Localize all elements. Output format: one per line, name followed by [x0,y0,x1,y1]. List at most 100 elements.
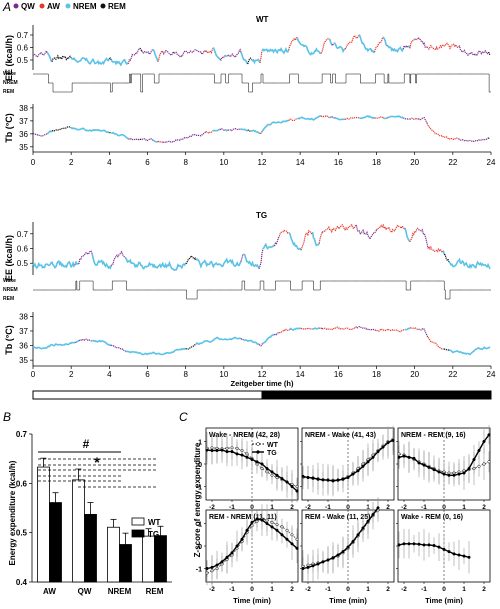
ee-trace-segment-nrem [404,227,411,243]
z-point-tg [210,565,214,569]
z-y-tick-label: 0 [198,462,202,469]
z-point-tg [432,468,436,472]
legend-marker-nrem [65,3,71,9]
z-point-tg [240,537,244,541]
z-point-tg [376,450,380,454]
tb-tick-label: 38 [19,312,28,321]
ee-trace-segment-nrem [333,42,346,54]
z-point-tg [361,526,365,530]
ee-trace-segment-qw [162,48,207,58]
tb-trace-segment-qw [32,132,48,137]
tb-trace-segment-aw [409,326,419,331]
z-point-tg [427,543,431,547]
z-point-tg [250,520,254,524]
z-x-tick-label: 0 [442,586,446,593]
z-x-tick-label: 2 [482,586,486,593]
tb-tick-label: 36 [19,342,28,351]
ee-trace-segment-aw [157,49,164,62]
zt-tick-label: 24 [487,370,496,379]
z-point-tg [442,547,446,551]
z-x-tick-label: 2 [290,504,294,511]
z-point-tg [311,564,315,568]
z-point-tg [472,457,476,462]
z-x-tick-label: 1 [270,504,274,511]
ee-trace-segment-rem [443,253,450,263]
ee-trace-segment-qw [258,248,264,269]
bar-y-tick-label: 0.6 [16,479,28,488]
z-point-tg [295,546,299,550]
group-label-tg: TG [256,211,267,220]
z-point-tg [270,470,274,474]
z-x-tick-label: 0 [442,504,446,511]
z-x-tick-label: -2 [401,586,407,593]
tb-trace-segment-aw [409,117,416,121]
bar-tg-nrem [119,544,132,583]
z-x-tick-label: -2 [305,504,311,511]
z-point-tg [230,551,234,555]
subplot-title: Wake - REM (0, 16) [401,514,463,521]
z-point-tg [275,473,279,477]
ee-tick-label: 0.7 [17,230,29,239]
zt-tick-label: 6 [145,370,150,379]
z-point-tg [356,469,360,473]
z-point-tg [391,438,395,442]
bar-legend-label-wt: WT [148,518,161,527]
ee-trace-segment-nrem [240,51,249,65]
z-point-tg [402,542,406,546]
hypnogram [33,280,491,300]
bar-category-label: QW [78,587,92,596]
tb-trace-segment-aw [205,130,214,134]
z-y-tick-label: -1 [196,567,202,574]
z-point-tg [462,471,466,475]
zt-tick-label: 0 [31,370,36,379]
z-point-tg [346,475,350,480]
ee-axis-label-wt: EE (kcal/h) [4,35,14,81]
ee-trace-segment-rem [109,57,112,60]
z-point-tg [346,545,350,549]
z-line-tg [302,507,379,570]
z-x-tick-label: -1 [421,586,427,593]
ee-tick-label: 0.7 [17,31,29,40]
hypno-label-rem-wt: REM [3,89,14,95]
zt-tick-label: 14 [296,370,305,379]
z-point-tg [250,457,254,462]
z-legend-marker-tg [256,450,260,454]
ee-trace-segment-aw [409,227,419,242]
tb-trace-segment-aw [345,116,360,120]
state-legend: QW AW NREM REM [13,2,126,11]
zscore-subplot: Wake - REM (0, 16) -2 -1 0 1 2 [396,509,491,593]
z-x-tick-label: 2 [386,586,390,593]
tb-trace-segment-aw [300,327,313,330]
ee-trace-segment-nrem [75,261,79,265]
tb-trace-segment-aw [426,123,459,141]
tb-trace-segment-nrem [382,117,388,120]
tb-axis-label-wt: Tb (°C) [4,113,14,143]
ee-trace-segment-nrem [195,257,242,269]
z-point-tg [487,433,491,437]
dark-phase-bar [261,390,492,400]
z-point-tg [417,461,421,465]
bar-y-tick-label: 0.5 [16,529,28,538]
tb-trace-segment-qw [331,116,335,119]
z-point-tg [265,466,269,471]
z-point-tg [205,448,209,452]
ee-trace-segment-nrem [250,58,261,65]
z-point-tg [457,553,461,557]
ee-tick-label: 0.6 [17,44,29,53]
zscore-subplot: NREM - REM (9, 16) -2 -1 0 1 2 [396,425,491,511]
ee-trace-segment-aw [427,245,444,254]
z-point-tg [482,439,486,444]
ee-trace-segment-nrem [358,34,375,54]
zscore-subplot: REM - NREM (11, 11) -1 0 1 -2 -1 0 1 2 [196,504,299,593]
tb-trace-segment-nrem [312,327,320,330]
z-point-tg [351,539,355,544]
tb-trace-segment-aw [415,118,419,120]
z-point-tg [280,477,284,481]
zt-tick-label: 16 [334,158,343,167]
z-point-tg [407,542,411,546]
z-point-tg [371,455,375,459]
tb-trace-segment-nrem [46,130,53,135]
subplot-title: REM - NREM (11, 11) [209,514,277,521]
tb-trace-segment-nrem [110,131,129,140]
z-point-tg [210,448,214,453]
